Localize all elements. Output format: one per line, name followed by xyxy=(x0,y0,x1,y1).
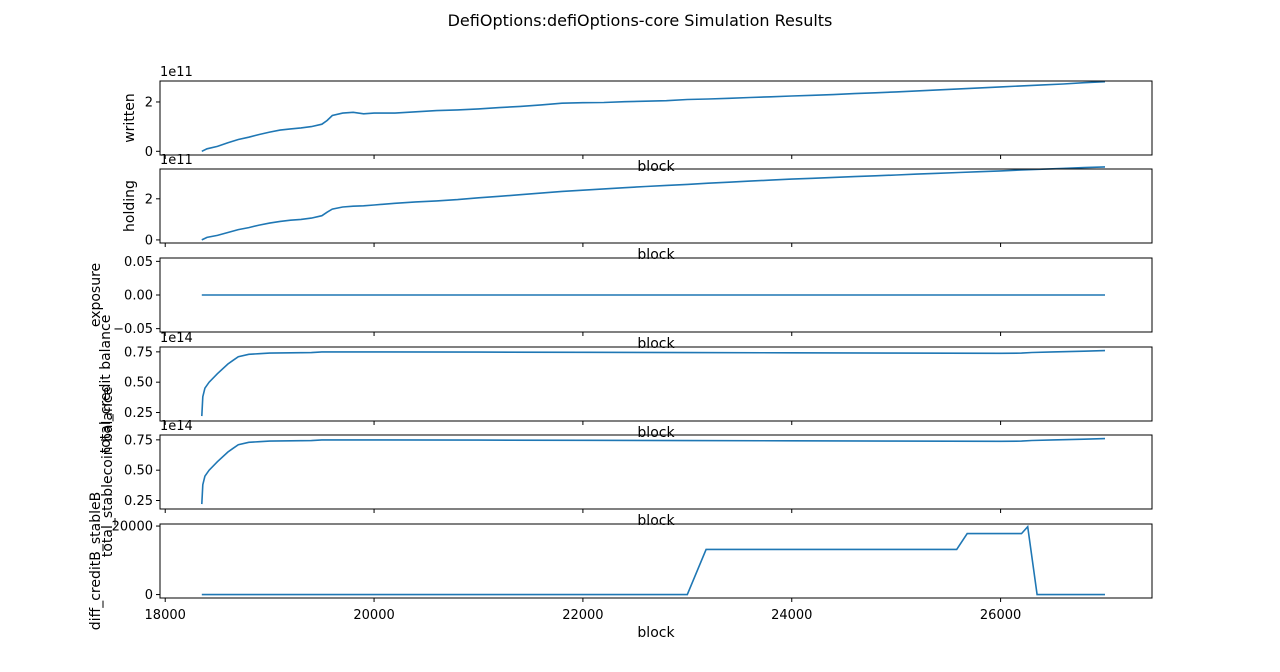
figure-title: DefiOptions:defiOptions-core Simulation … xyxy=(448,11,833,30)
plot-frame-total_stablecoin_balance xyxy=(159,434,1153,510)
x-tick-label-diff_creditB_stableB: 26000 xyxy=(980,608,1021,623)
y-tick-label-exposure: 0.05 xyxy=(124,255,153,270)
y-tick-label-diff_creditB_stableB: 20000 xyxy=(112,520,153,535)
x-axis-label-diff_creditB_stableB: block xyxy=(637,625,675,641)
y-axis-label-holding: holding xyxy=(122,180,138,232)
y-axis-label-exposure: exposure xyxy=(88,263,104,327)
series-line-written xyxy=(201,80,1106,153)
x-tick-label-diff_creditB_stableB: 24000 xyxy=(771,608,812,623)
offset-text-total_credit_balance: 1e14 xyxy=(160,331,193,346)
x-tick-label-diff_creditB_stableB: 18000 xyxy=(145,608,186,623)
subplot-panels: 0 2 block written 1e11 0 2 block holding 1e11 −0.0… xyxy=(88,65,1153,641)
x-axis-label-exposure: block xyxy=(637,336,675,352)
y-tick-label-written: 0 xyxy=(145,145,153,160)
x-axis-label-total_stablecoin_balance: block xyxy=(637,513,675,529)
y-tick-label-total_credit_balance: 0.50 xyxy=(124,376,153,391)
plot-frame-diff_creditB_stableB xyxy=(159,523,1153,599)
offset-text-written: 1e11 xyxy=(160,65,193,80)
series-line-diff_creditB_stableB xyxy=(201,524,1105,596)
plot-frame-total_credit_balance xyxy=(159,346,1153,422)
x-axis-label-written: block xyxy=(637,159,675,175)
x-tick-label-diff_creditB_stableB: 22000 xyxy=(562,608,603,623)
x-axis-label-total_credit_balance: block xyxy=(637,425,675,441)
y-tick-label-total_stablecoin_balance: 0.25 xyxy=(124,494,153,509)
subplot-diff_creditB_stableB: 0 20000 18000 20000 22000 24000 26000 block diff… xyxy=(88,492,1153,641)
offset-text-holding: 1e11 xyxy=(160,153,193,168)
y-tick-label-holding: 0 xyxy=(145,233,153,248)
y-axis-label-total_credit_balance: total_credit balance xyxy=(98,315,114,454)
subplot-written: 0 2 block written 1e11 xyxy=(122,65,1153,175)
y-axis-label-total_stablecoin_balance: total_stablecoin balance xyxy=(100,387,116,557)
offset-text-total_stablecoin_balance: 1e14 xyxy=(160,419,193,434)
y-axis-label-written: written xyxy=(122,93,138,143)
y-axis-label-diff_creditB_stableB: diff_creditB_stableB xyxy=(88,492,104,630)
y-tick-label-total_credit_balance: 0.25 xyxy=(124,406,153,421)
y-tick-label-total_stablecoin_balance: 0.50 xyxy=(124,464,153,479)
y-tick-label-total_stablecoin_balance: 0.75 xyxy=(124,433,153,448)
series-line-total_stablecoin_balance xyxy=(201,437,1106,505)
y-tick-label-exposure: 0.00 xyxy=(124,289,153,304)
y-tick-label-holding: 2 xyxy=(145,192,153,207)
plot-frame-holding xyxy=(159,168,1153,244)
subplot-exposure: −0.05 0.00 0.05 block exposure xyxy=(88,255,1153,352)
subplot-holding: 0 2 block holding 1e11 xyxy=(122,153,1153,263)
x-tick-label-diff_creditB_stableB: 20000 xyxy=(353,608,394,623)
y-tick-label-diff_creditB_stableB: 0 xyxy=(145,588,153,603)
subplot-total_stablecoin_balance: 0.25 0.50 0.75 block total_stablecoin balanc… xyxy=(100,387,1153,557)
subplot-total_credit_balance: 0.25 0.50 0.75 block total_credit balance 1e1… xyxy=(98,315,1153,454)
x-axis-label-holding: block xyxy=(637,247,675,263)
y-tick-label-exposure: −0.05 xyxy=(113,322,153,337)
series-line-holding xyxy=(201,166,1106,241)
y-tick-label-written: 2 xyxy=(145,95,153,110)
series-line-total_credit_balance xyxy=(201,349,1106,417)
y-tick-label-total_credit_balance: 0.75 xyxy=(124,345,153,360)
plot-frame-written xyxy=(159,80,1153,156)
